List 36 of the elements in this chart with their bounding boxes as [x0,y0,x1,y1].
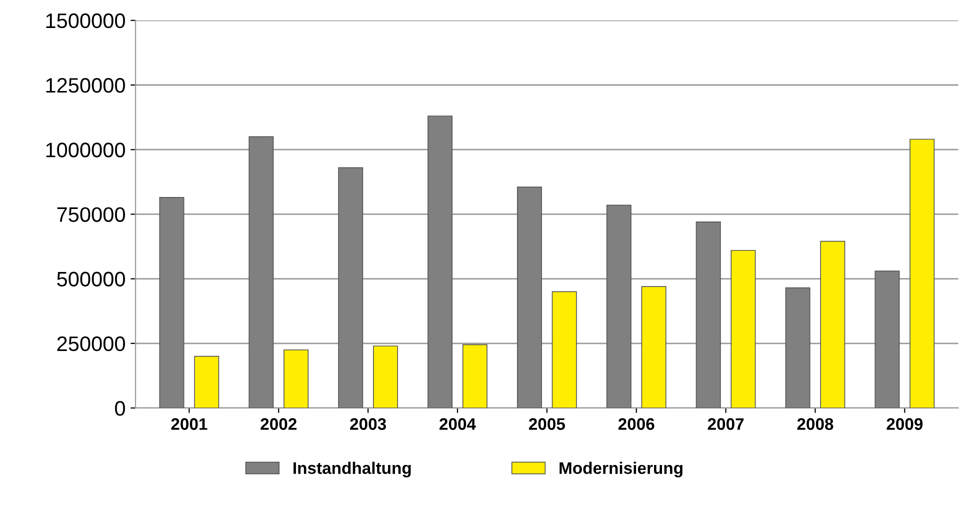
y-tick-label: 250000 [57,336,125,352]
x-tick-label: 2004 [440,418,476,430]
x-tick-label: 2007 [708,418,744,430]
legend-label: Instandhaltung [294,462,411,478]
bar [606,204,632,408]
y-tick-label: 1250000 [46,78,125,93]
bar [338,167,364,408]
y-tick-label: 750000 [57,207,125,222]
y-tick-label: 1000000 [46,142,125,158]
x-tick-label: 2003 [350,418,386,430]
y-tick-label: 0 [115,401,125,416]
bar [462,344,488,408]
x-tick-label: 2006 [618,418,654,430]
bar [641,286,666,408]
x-tick-label: 2009 [886,418,923,430]
y-tick-label: 500000 [57,272,125,287]
x-tick-label: 2005 [528,418,565,430]
bar [372,346,398,408]
bar [159,196,184,408]
bar [696,222,721,408]
bar [428,116,453,408]
bar [194,356,220,408]
bar [910,138,935,408]
bar [730,250,756,408]
x-tick-label: 2008 [797,418,834,430]
bar [516,186,542,408]
bar [874,270,900,408]
legend-label: Modernisierung [560,462,682,478]
y-tick-label: 1500000 [46,13,125,28]
bar [785,287,810,408]
bar [284,349,309,408]
x-tick-label: 2002 [260,418,296,430]
bar [820,240,846,408]
x-tick-label: 2001 [171,418,208,430]
bar [552,291,577,408]
bar [248,136,274,408]
